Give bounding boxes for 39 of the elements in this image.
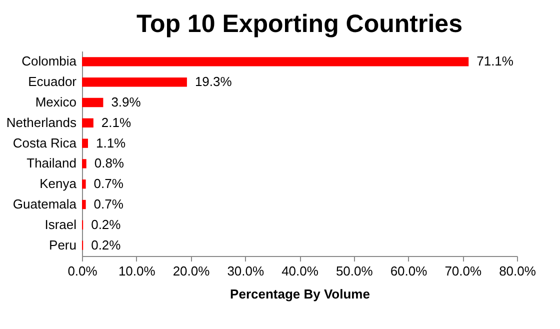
data-label: 0.8% [94, 156, 124, 171]
bar [82, 78, 187, 87]
data-label: 0.7% [94, 196, 124, 212]
y-tick-label: Costa Rica [12, 135, 78, 150]
data-label: 3.9% [111, 94, 142, 110]
bar [82, 159, 86, 168]
y-tick-label: Kenya [40, 176, 78, 192]
y-tick-label: Netherlands [6, 114, 77, 130]
y-tick-label: Mexico [35, 94, 76, 110]
bar [82, 98, 104, 108]
data-label: 0.2% [91, 237, 122, 252]
bar [82, 118, 94, 128]
y-tick-label: Guatemala [12, 196, 78, 212]
x-tick-label: 50.0% [336, 264, 374, 278]
x-tick-label: 0.0% [68, 264, 98, 278]
y-tick-label: Colombia [22, 54, 78, 69]
data-label: 19.3% [194, 74, 232, 90]
data-label: 1.1% [96, 135, 126, 150]
data-label: 2.1% [101, 114, 132, 130]
bar [82, 57, 469, 66]
y-tick-label: Peru [49, 237, 76, 252]
bar [82, 180, 86, 189]
y-tick-label: Thailand [26, 156, 76, 171]
x-tick-label: 80.0% [499, 264, 536, 278]
x-tick-label: 60.0% [390, 264, 428, 278]
y-tick-label: Israel [44, 216, 77, 232]
x-tick-label: 30.0% [227, 264, 264, 278]
data-label: 71.1% [476, 54, 514, 69]
data-label: 0.7% [94, 176, 124, 192]
y-tick-label: Ecuador [28, 74, 78, 90]
x-tick-label: 10.0% [118, 264, 156, 278]
data-label: 0.2% [91, 216, 122, 232]
bar [82, 200, 86, 210]
bar [82, 138, 88, 148]
x-tick-label: 40.0% [282, 264, 319, 278]
x-tick-label: 70.0% [444, 264, 482, 278]
x-axis-title: Percentage By Volume [230, 286, 370, 302]
chart-title: Top 10 Exporting Countries [136, 10, 462, 38]
x-tick-label: 20.0% [172, 264, 210, 278]
